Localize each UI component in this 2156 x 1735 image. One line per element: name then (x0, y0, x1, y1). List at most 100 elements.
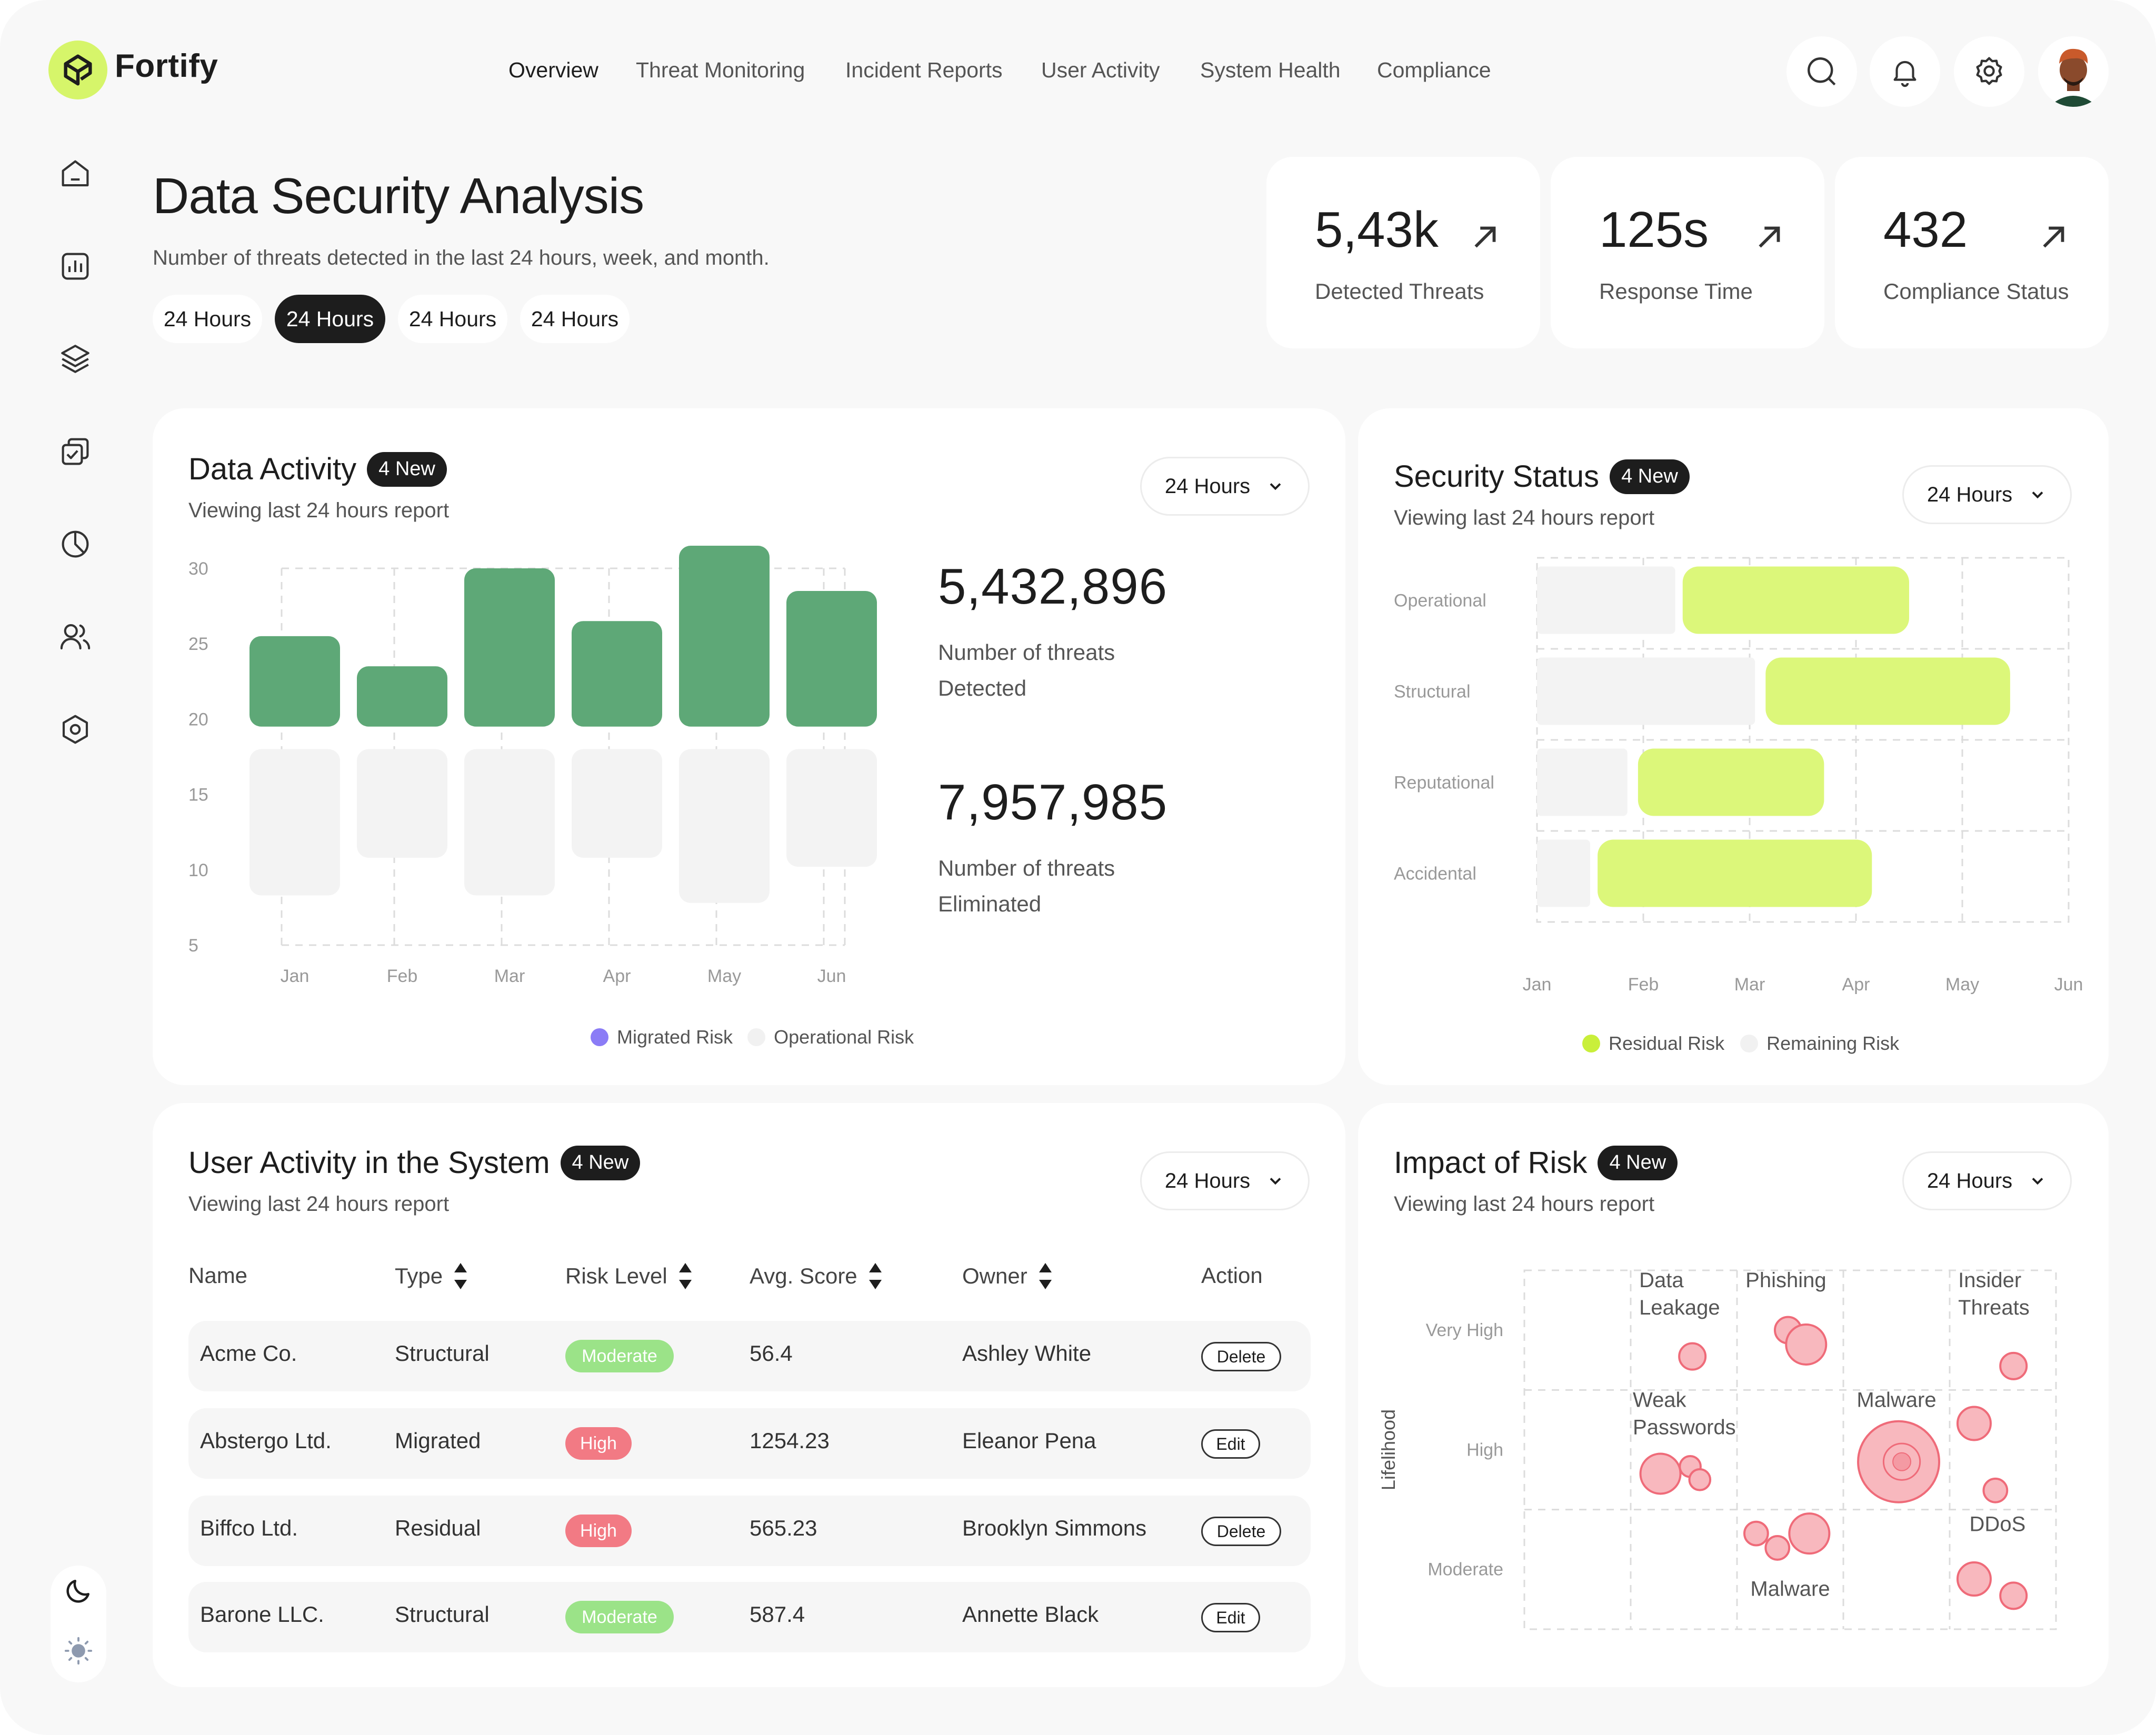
y-category-label: High (1466, 1440, 1503, 1460)
cell-score: 56.4 (750, 1341, 793, 1366)
dark-mode-toggle[interactable] (63, 1575, 94, 1607)
nav-user-activity[interactable]: User Activity (1041, 58, 1160, 82)
residual-risk-bar (1765, 657, 2010, 725)
new-badge: 4 New (1598, 1145, 1678, 1180)
range-chip-3[interactable]: 24 Hours (398, 295, 507, 343)
settings-button[interactable] (1954, 36, 2024, 107)
cell-owner: Eleanor Pena (962, 1428, 1096, 1453)
sidebar-reports[interactable] (54, 523, 97, 566)
pie-chart-icon (62, 530, 89, 558)
nav-incident-reports[interactable]: Incident Reports (845, 58, 1003, 82)
range-chip-4[interactable]: 24 Hours (520, 295, 630, 343)
impact-of-risk-range-select[interactable]: 24 Hours (1902, 1151, 2072, 1210)
impact-of-risk-header: Impact of Risk 4 New (1394, 1145, 1678, 1180)
legend-label: Remaining Risk (1766, 1032, 1900, 1054)
stat-card-compliance-status[interactable]: 432 Compliance Status (1835, 157, 2109, 348)
data-activity-range-select[interactable]: 24 Hours (1140, 457, 1310, 516)
legend-item: Residual Risk (1582, 1032, 1724, 1055)
range-select-label: 24 Hours (1164, 1169, 1251, 1192)
column-header-type[interactable]: Type (395, 1263, 467, 1289)
nav-overview[interactable]: Overview (508, 58, 598, 82)
risk-bubble-core (1892, 1452, 1911, 1471)
legend-label: Residual Risk (1609, 1032, 1725, 1054)
delete-button[interactable]: Delete (1201, 1517, 1281, 1546)
table-row[interactable]: Abstergo Ltd. Migrated High 1254.23 Elea… (188, 1408, 1311, 1479)
avatar[interactable] (2038, 36, 2109, 107)
light-mode-toggle[interactable] (63, 1635, 94, 1667)
nav-system-health[interactable]: System Health (1200, 58, 1341, 82)
range-chip-1[interactable]: 24 Hours (153, 295, 262, 343)
column-header-risk-level[interactable]: Risk Level (565, 1263, 692, 1289)
nav-threat-monitoring[interactable]: Threat Monitoring (636, 58, 805, 82)
remaining-risk-bar (1537, 748, 1628, 816)
residual-risk-bar (1682, 566, 1909, 634)
stat-card-detected-threats[interactable]: 5,43k Detected Threats (1266, 157, 1540, 348)
table-row[interactable]: Barone LLC. Structural Moderate 587.4 An… (188, 1582, 1311, 1652)
legend-dot (1582, 1035, 1600, 1052)
page-subtitle: Number of threats detected in the last 2… (153, 246, 770, 269)
risk-bubble (1743, 1520, 1769, 1547)
nav-compliance[interactable]: Compliance (1377, 58, 1491, 82)
sidebar-security[interactable] (54, 708, 97, 751)
x-tick-label: Feb (387, 966, 418, 986)
card-title: User Activity in the System (188, 1146, 550, 1180)
sort-icon (1039, 1263, 1052, 1289)
cell-name: Acme Co. (200, 1341, 297, 1366)
migrated-risk-bar (357, 666, 447, 727)
gear-icon (1976, 57, 2002, 85)
table-row[interactable]: Acme Co. Structural Moderate 56.4 Ashley… (188, 1321, 1311, 1391)
column-header-owner[interactable]: Owner (962, 1263, 1052, 1289)
stat-label: Detected Threats (1315, 279, 1484, 304)
y-axis-label: Lifelihood (1378, 1409, 1399, 1490)
notifications-button[interactable] (1870, 36, 1940, 107)
migrated-risk-bar (786, 590, 877, 727)
edit-button[interactable]: Edit (1201, 1603, 1260, 1632)
security-status-range-select[interactable]: 24 Hours (1902, 465, 2072, 524)
table-row[interactable]: Biffco Ltd. Residual High 565.23 Brookly… (188, 1496, 1311, 1566)
risk-label-line: DDoS (1970, 1513, 2026, 1536)
stat-card-response-time[interactable]: 125s Response Time (1551, 157, 1824, 348)
card-subtitle: Viewing last 24 hours report (188, 1192, 450, 1216)
cell-type: Residual (395, 1516, 481, 1540)
chevron-down-icon (2032, 1178, 2043, 1185)
chevron-down-icon (1270, 1178, 1281, 1185)
card-title: Security Status (1394, 459, 1600, 494)
risk-bubble-ring (1882, 1442, 1921, 1481)
sidebar-home[interactable] (54, 152, 97, 195)
new-badge: 4 New (1610, 459, 1690, 494)
y-tick-label: 30 (188, 559, 208, 579)
y-category-label: Accidental (1394, 864, 1476, 884)
search-button[interactable] (1786, 36, 1857, 107)
sidebar-tasks[interactable] (54, 430, 97, 473)
migrated-risk-bar (679, 546, 770, 727)
cell-name: Abstergo Ltd. (200, 1428, 332, 1453)
risk-bubble (1764, 1535, 1791, 1561)
impact-grid-svg: Very High High Moderate Lifelihood Data Leaka… (1378, 1269, 2057, 1630)
risk-bubble (1999, 1581, 2028, 1610)
stat-value: 432 (1883, 202, 1968, 258)
column-header-avg-score[interactable]: Avg. Score (750, 1263, 882, 1289)
app-name[interactable]: Fortify (115, 48, 218, 84)
range-select-label: 24 Hours (1927, 1169, 2013, 1192)
user-activity-range-select[interactable]: 24 Hours (1140, 1151, 1310, 1210)
sidebar-layers[interactable] (54, 337, 97, 380)
cell-score: 565.23 (750, 1516, 817, 1540)
y-category-label: Moderate (1428, 1560, 1503, 1580)
grid-frame (1523, 1269, 2057, 1630)
range-chip-2[interactable]: 24 Hours (275, 295, 385, 343)
cell-owner: Brooklyn Simmons (962, 1516, 1147, 1540)
hexagon-settings-icon (62, 715, 88, 744)
edit-button[interactable]: Edit (1201, 1429, 1260, 1459)
risk-label-line: Leakage (1639, 1296, 1720, 1319)
risk-bubble (1785, 1323, 1828, 1366)
x-tick-label: Jan (1523, 975, 1552, 995)
logo-icon[interactable] (48, 41, 107, 99)
y-tick-label: 20 (188, 709, 208, 729)
x-tick-label: Apr (603, 966, 631, 986)
sidebar-users[interactable] (54, 615, 97, 658)
cell-score: 587.4 (750, 1602, 805, 1627)
risk-bubble (1788, 1512, 1831, 1555)
sidebar-analytics[interactable] (54, 245, 97, 288)
new-badge: 4 New (367, 452, 447, 487)
delete-button[interactable]: Delete (1201, 1342, 1281, 1371)
